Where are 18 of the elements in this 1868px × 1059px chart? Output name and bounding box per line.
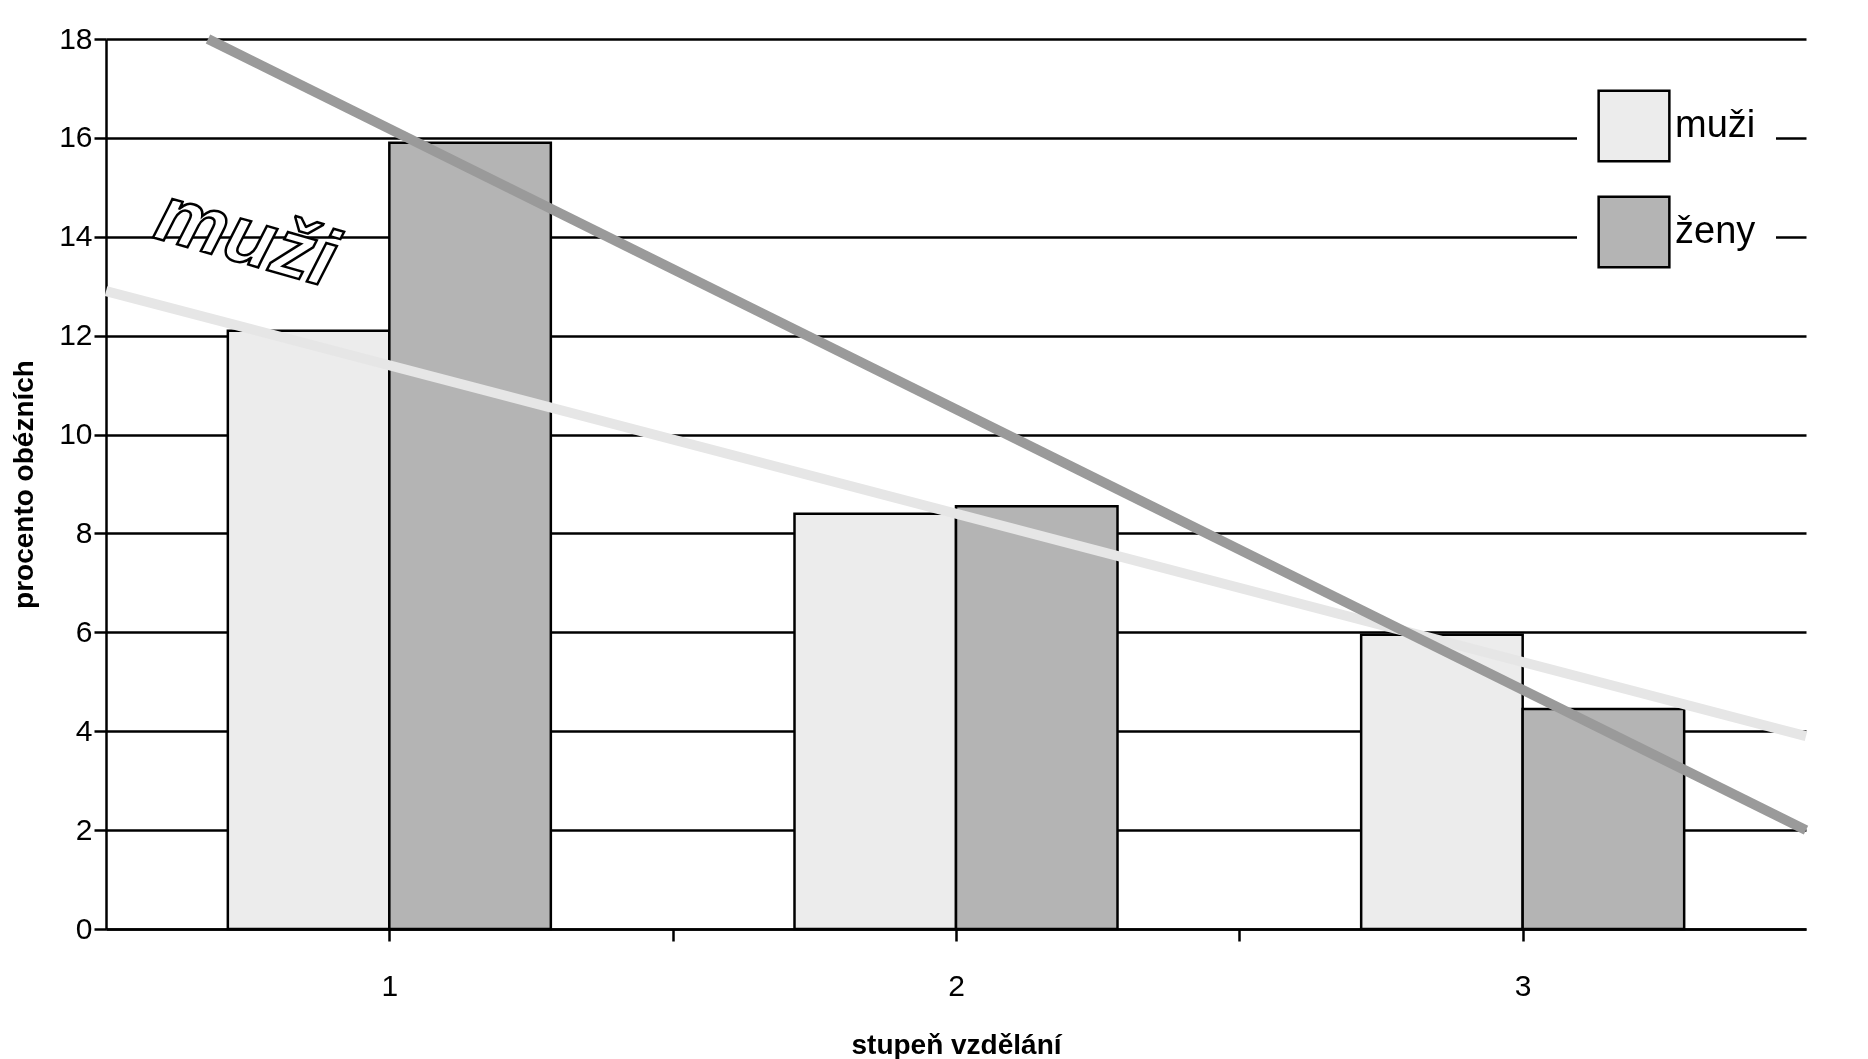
y-tick-label: 8: [75, 515, 93, 549]
y-tick-label: 4: [75, 713, 93, 747]
y-tick-label: 18: [59, 21, 93, 55]
y-axis-title: procento obézních: [8, 360, 40, 609]
annotation: muži: [147, 167, 349, 305]
y-tick-label: 12: [59, 318, 93, 352]
y-tick-label: 0: [75, 911, 93, 945]
y-tick-label: 2: [75, 812, 93, 846]
y-tick-label: 16: [59, 120, 93, 154]
x-tick-label: 3: [1514, 968, 1532, 1002]
x-tick-label: 2: [948, 968, 965, 1002]
x-axis-title: stupeň vzdělání: [851, 1028, 1063, 1059]
x-tick-label: 1: [381, 968, 399, 1002]
legend-label: ženy: [1675, 209, 1756, 251]
legend-label: muži: [1675, 103, 1756, 145]
y-tick-label: 6: [75, 614, 93, 648]
y-tick-label: 14: [59, 219, 93, 253]
y-tick-label: 10: [59, 417, 93, 451]
